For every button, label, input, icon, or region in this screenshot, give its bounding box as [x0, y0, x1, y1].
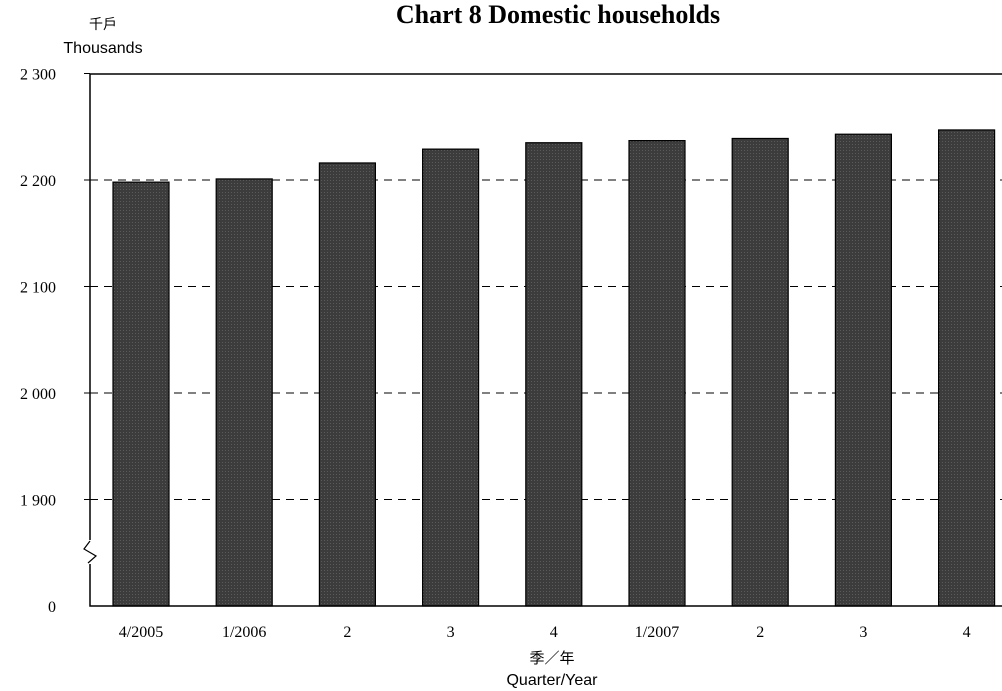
bar: [525, 142, 583, 607]
x-tick-label: 1/2006: [222, 624, 266, 641]
y-unit-chinese: 千戶: [89, 17, 117, 33]
axis-break-marker: [83, 540, 98, 564]
bar: [731, 137, 789, 607]
zero-tick-label: 0: [48, 599, 56, 616]
y-tick-label: 1 900: [20, 493, 56, 510]
x-tick-label: 1/2007: [635, 624, 679, 641]
bar: [318, 162, 376, 607]
chart-title: Chart 8 Domestic households: [396, 0, 720, 29]
x-tick-label: 4/2005: [119, 624, 163, 641]
bar: [628, 139, 686, 607]
x-tick-label: 2: [343, 624, 351, 641]
bar: [422, 148, 480, 607]
x-axis-ticks: 4/2005 1/2006 2 3 4 1/2007 2 3 4: [119, 624, 971, 641]
y-unit-english: Thousands: [63, 40, 142, 57]
x-tick-label: 3: [447, 624, 455, 641]
x-tick-label: 2: [756, 624, 764, 641]
x-tick-label: 4: [963, 624, 971, 641]
x-tick-label: 4: [550, 624, 558, 641]
y-tick-label: 2 300: [20, 67, 56, 84]
x-label-chinese: 季／年: [529, 649, 574, 667]
bar: [215, 178, 273, 607]
plot-frame: [89, 73, 1002, 607]
bar: [937, 129, 996, 607]
x-tick-label: 3: [859, 624, 867, 641]
y-axis-ticks: 1 900 2 000 2 100 2 200 2 300: [20, 67, 90, 510]
y-tick-label: 2 200: [20, 173, 56, 190]
bars: [112, 129, 996, 607]
x-label-english: Quarter/Year: [506, 672, 598, 689]
bar: [834, 133, 893, 607]
y-tick-label: 2 000: [20, 386, 56, 403]
bar: [112, 181, 170, 607]
y-tick-label: 2 100: [20, 280, 56, 297]
